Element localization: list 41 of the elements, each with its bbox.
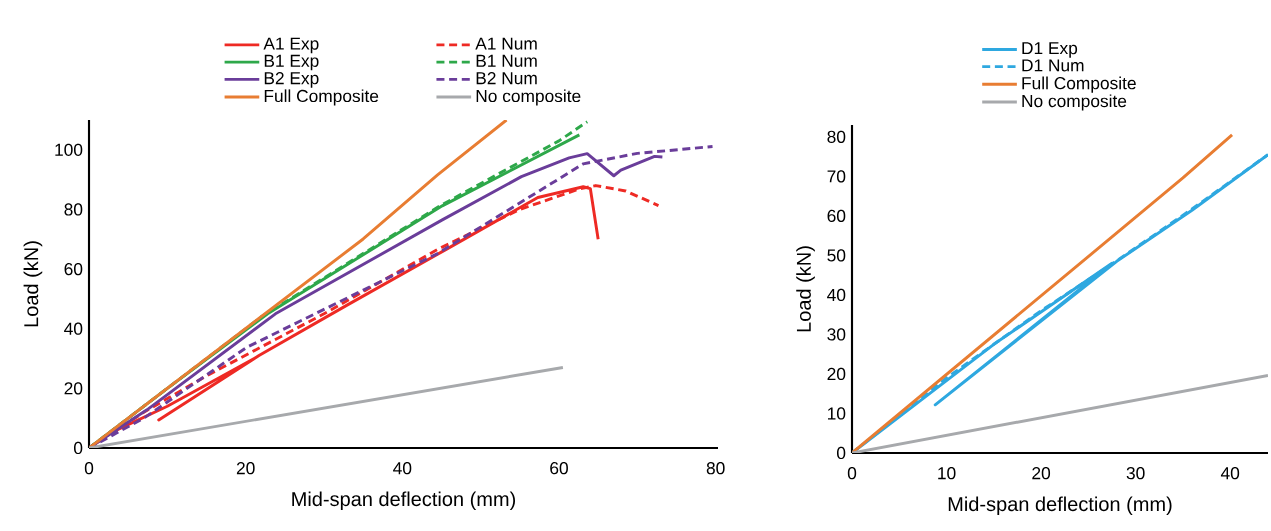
- y-tick-label: 30: [827, 328, 846, 341]
- y-tick-label: 70: [827, 170, 846, 183]
- y-tick-label: 10: [828, 407, 846, 420]
- legend-label: B2 Num: [476, 72, 537, 85]
- x-tick-label: 20: [1032, 467, 1051, 480]
- y-tick-label: 80: [827, 130, 846, 143]
- x-tick-label: 80: [706, 462, 725, 475]
- legend-label: D1 Num: [1022, 59, 1084, 72]
- legend-label: A1 Exp: [263, 37, 319, 54]
- x-tick-label: 10: [938, 467, 956, 480]
- x-tick-label: 30: [1126, 467, 1145, 480]
- y-tick-label: 60: [64, 262, 83, 276]
- legend-label: B1 Num: [476, 54, 537, 67]
- y-tick-label: 0: [74, 441, 83, 455]
- legend-label: B2 Exp: [264, 72, 319, 88]
- y-tick-label: 100: [55, 143, 83, 156]
- x-tick-label: 40: [1220, 467, 1240, 480]
- x-tick-label: 60: [550, 462, 568, 475]
- y-tick-label: 80: [64, 203, 83, 216]
- y-tick-label: 20: [827, 367, 846, 381]
- legend-label: B1 Exp: [264, 54, 319, 71]
- x-tick-label: 0: [84, 462, 94, 475]
- x-axis-title: Mid-span deflection (mm): [292, 491, 516, 511]
- legend-label: No composite: [476, 89, 581, 106]
- y-tick-label: 0: [836, 446, 846, 460]
- y-tick-label: 40: [64, 322, 83, 335]
- y-axis-title: Load (kN): [23, 241, 43, 327]
- legend-label: A1 Num: [475, 37, 537, 50]
- legend-label: D1 Exp: [1022, 42, 1078, 58]
- legend-label: Full Composite: [1022, 76, 1136, 93]
- legend-label: No composite: [1022, 94, 1127, 111]
- x-axis-title: Mid-span deflection (mm): [948, 496, 1172, 516]
- legend-label: Full Composite: [264, 89, 379, 106]
- x-tick-label: 20: [236, 462, 255, 475]
- y-tick-label: 40: [827, 288, 846, 302]
- x-tick-label: 0: [847, 467, 857, 480]
- x-tick-label: 40: [393, 462, 412, 475]
- y-tick-label: 60: [827, 209, 846, 223]
- y-axis-title: Load (kN): [796, 246, 815, 332]
- y-tick-label: 50: [827, 249, 846, 262]
- y-tick-label: 20: [64, 382, 83, 395]
